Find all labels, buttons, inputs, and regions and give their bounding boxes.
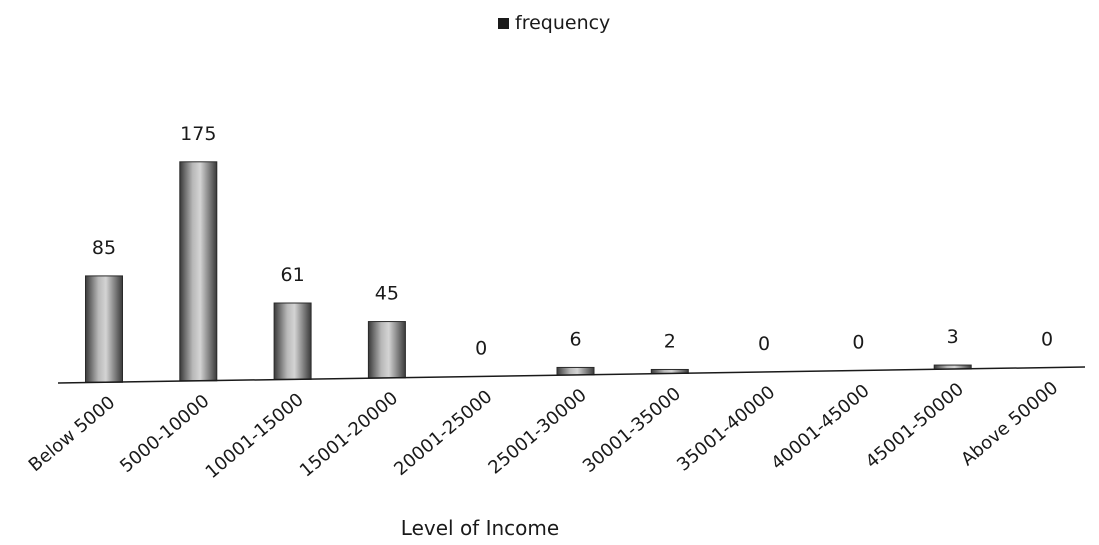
bar [367, 321, 406, 379]
legend-swatch [498, 17, 509, 29]
data-label: 0 [852, 332, 864, 354]
x-tick-label: 30001-35000 [579, 383, 685, 477]
x-axis-title: Level of Income [401, 516, 559, 540]
data-label: 85 [92, 237, 116, 259]
bars-group [85, 161, 972, 383]
x-tick-label: Above 50000 [957, 377, 1062, 470]
data-label: 0 [758, 333, 770, 355]
x-tick-label: 35001-40000 [673, 382, 779, 476]
x-tick-label: 45001-50000 [862, 379, 968, 473]
bar [273, 302, 312, 380]
bar [556, 366, 595, 376]
bar [179, 161, 218, 382]
x-axis-line [57, 366, 1086, 384]
x-tick-label: 5000-10000 [116, 391, 213, 478]
data-label: 6 [569, 328, 581, 350]
x-tick-label: 25001-30000 [485, 385, 591, 479]
data-label: 0 [475, 337, 487, 359]
data-label: 61 [281, 264, 305, 286]
x-tick-label: Below 5000 [25, 392, 119, 476]
legend: frequency [498, 12, 610, 34]
x-tick-label: 10001-15000 [202, 389, 308, 483]
value-labels-group: 85 175 61 45 0 6 2 0 0 3 0 [92, 123, 1053, 360]
data-label: 45 [375, 283, 399, 305]
data-label: 0 [1041, 329, 1053, 351]
tick-labels-group: Below 50005000-1000010001-1500015001-200… [25, 377, 1062, 483]
bar [85, 275, 123, 383]
data-label: 2 [664, 330, 676, 352]
x-tick-label: 40001-45000 [767, 380, 873, 474]
x-tick-label: 15001-20000 [296, 388, 402, 482]
x-tick-label: 20001-25000 [390, 386, 496, 480]
data-label: 175 [180, 123, 216, 145]
data-label: 3 [947, 326, 959, 348]
legend-label: frequency [515, 12, 611, 34]
